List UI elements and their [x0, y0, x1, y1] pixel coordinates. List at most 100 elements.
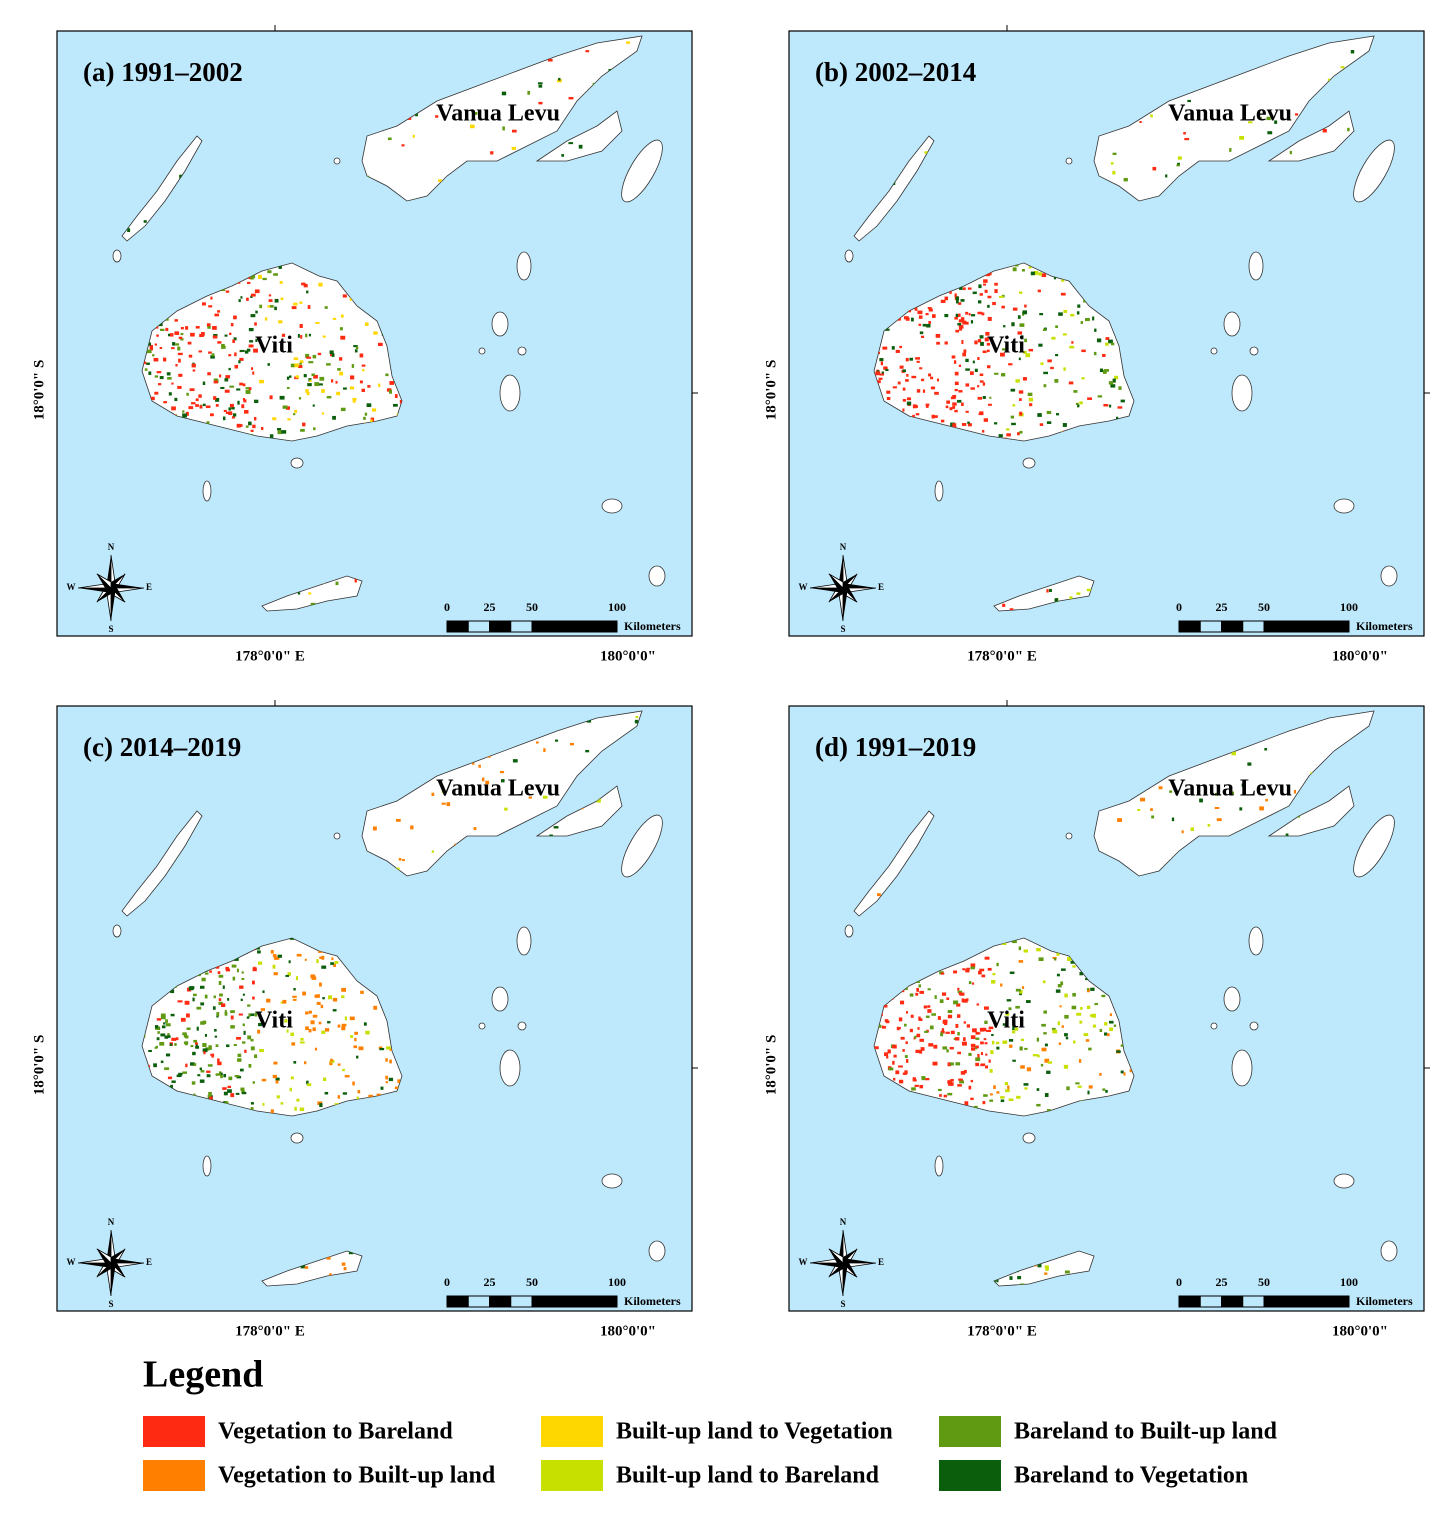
change-pixel — [243, 399, 247, 403]
change-pixel — [986, 365, 991, 369]
change-pixel — [270, 1109, 274, 1114]
change-pixel — [1112, 152, 1117, 155]
change-pixel — [934, 995, 937, 999]
change-pixel — [312, 404, 315, 407]
change-pixel — [186, 1013, 190, 1018]
change-pixel — [1062, 423, 1067, 427]
change-pixel — [596, 798, 601, 803]
change-pixel — [988, 403, 992, 406]
change-pixel — [1054, 598, 1057, 602]
change-pixel — [1075, 1082, 1080, 1085]
compass-point — [843, 1248, 858, 1263]
island — [1249, 346, 1259, 356]
change-pixel — [215, 1044, 219, 1048]
scale-segment — [531, 1295, 618, 1308]
change-pixel — [315, 321, 320, 324]
change-pixel — [237, 400, 240, 405]
change-pixel — [961, 1041, 967, 1046]
change-pixel — [280, 1102, 284, 1105]
change-pixel — [167, 377, 172, 380]
change-pixel — [1017, 1275, 1022, 1280]
change-pixel — [885, 328, 890, 331]
change-pixel — [212, 1006, 216, 1010]
change-pixel — [1030, 271, 1035, 276]
change-pixel — [1064, 1270, 1070, 1274]
island — [1231, 374, 1253, 412]
change-pixel — [944, 1022, 948, 1026]
change-pixel — [224, 1012, 228, 1016]
change-pixel — [957, 1051, 962, 1055]
change-pixel — [957, 323, 962, 326]
change-pixel — [1289, 150, 1292, 155]
scale-label: 25 — [484, 600, 496, 614]
change-pixel — [1117, 406, 1123, 409]
change-pixel — [343, 387, 347, 390]
change-pixel — [262, 277, 267, 281]
island — [1353, 814, 1395, 878]
island — [361, 710, 643, 877]
change-pixel — [354, 578, 357, 583]
change-pixel — [292, 998, 297, 1001]
change-pixel — [1011, 322, 1015, 327]
island — [1022, 1132, 1036, 1144]
change-pixel — [199, 1067, 203, 1071]
change-pixel — [1087, 988, 1090, 993]
change-pixel — [221, 345, 226, 349]
change-pixel — [965, 358, 969, 363]
change-pixel — [159, 376, 164, 380]
island — [1223, 311, 1241, 337]
island — [333, 157, 341, 165]
change-pixel — [158, 383, 162, 386]
change-pixel — [219, 993, 223, 997]
change-pixel — [883, 366, 888, 370]
change-pixel — [1000, 983, 1003, 987]
change-pixel — [557, 79, 562, 83]
change-pixel — [983, 1006, 989, 1010]
change-pixel — [188, 406, 194, 410]
change-pixel — [982, 396, 986, 399]
change-pixel — [322, 335, 326, 338]
change-pixel — [970, 387, 975, 390]
change-pixel — [329, 352, 334, 357]
change-pixel — [1085, 1039, 1090, 1042]
change-pixel — [922, 389, 926, 393]
change-pixel — [961, 998, 965, 1003]
place-label: Viti — [987, 1008, 1025, 1034]
change-pixel — [412, 134, 415, 138]
change-pixel — [171, 1080, 176, 1083]
change-pixel — [254, 399, 259, 404]
change-pixel — [1003, 325, 1006, 328]
change-pixel — [344, 1075, 350, 1078]
change-pixel — [300, 1265, 306, 1269]
change-pixel — [1327, 78, 1331, 81]
change-pixel — [961, 423, 967, 426]
change-pixel — [1285, 833, 1289, 837]
island — [333, 832, 341, 840]
change-pixel — [1088, 1085, 1093, 1089]
compass-n: N — [840, 542, 847, 552]
change-pixel — [970, 966, 975, 970]
change-pixel — [299, 360, 304, 363]
change-pixel — [940, 972, 945, 975]
change-pixel — [185, 326, 189, 330]
change-pixel — [983, 279, 988, 283]
change-pixel — [1079, 971, 1084, 976]
change-pixel — [299, 362, 302, 365]
change-pixel — [299, 301, 303, 304]
change-pixel — [958, 325, 964, 329]
change-pixel — [1109, 1027, 1114, 1032]
change-pixel — [918, 311, 922, 315]
change-pixel — [504, 807, 508, 811]
change-pixel — [938, 1088, 942, 1092]
legend-title: Legend — [143, 1354, 263, 1396]
change-pixel — [1096, 338, 1102, 343]
change-pixel — [321, 389, 325, 393]
change-pixel — [954, 293, 957, 297]
change-pixel — [963, 1069, 967, 1074]
change-pixel — [159, 347, 163, 350]
change-pixel — [966, 1024, 971, 1028]
change-pixel — [289, 1087, 292, 1092]
change-pixel — [978, 284, 982, 289]
change-pixel — [1017, 432, 1020, 436]
change-pixel — [959, 286, 963, 290]
